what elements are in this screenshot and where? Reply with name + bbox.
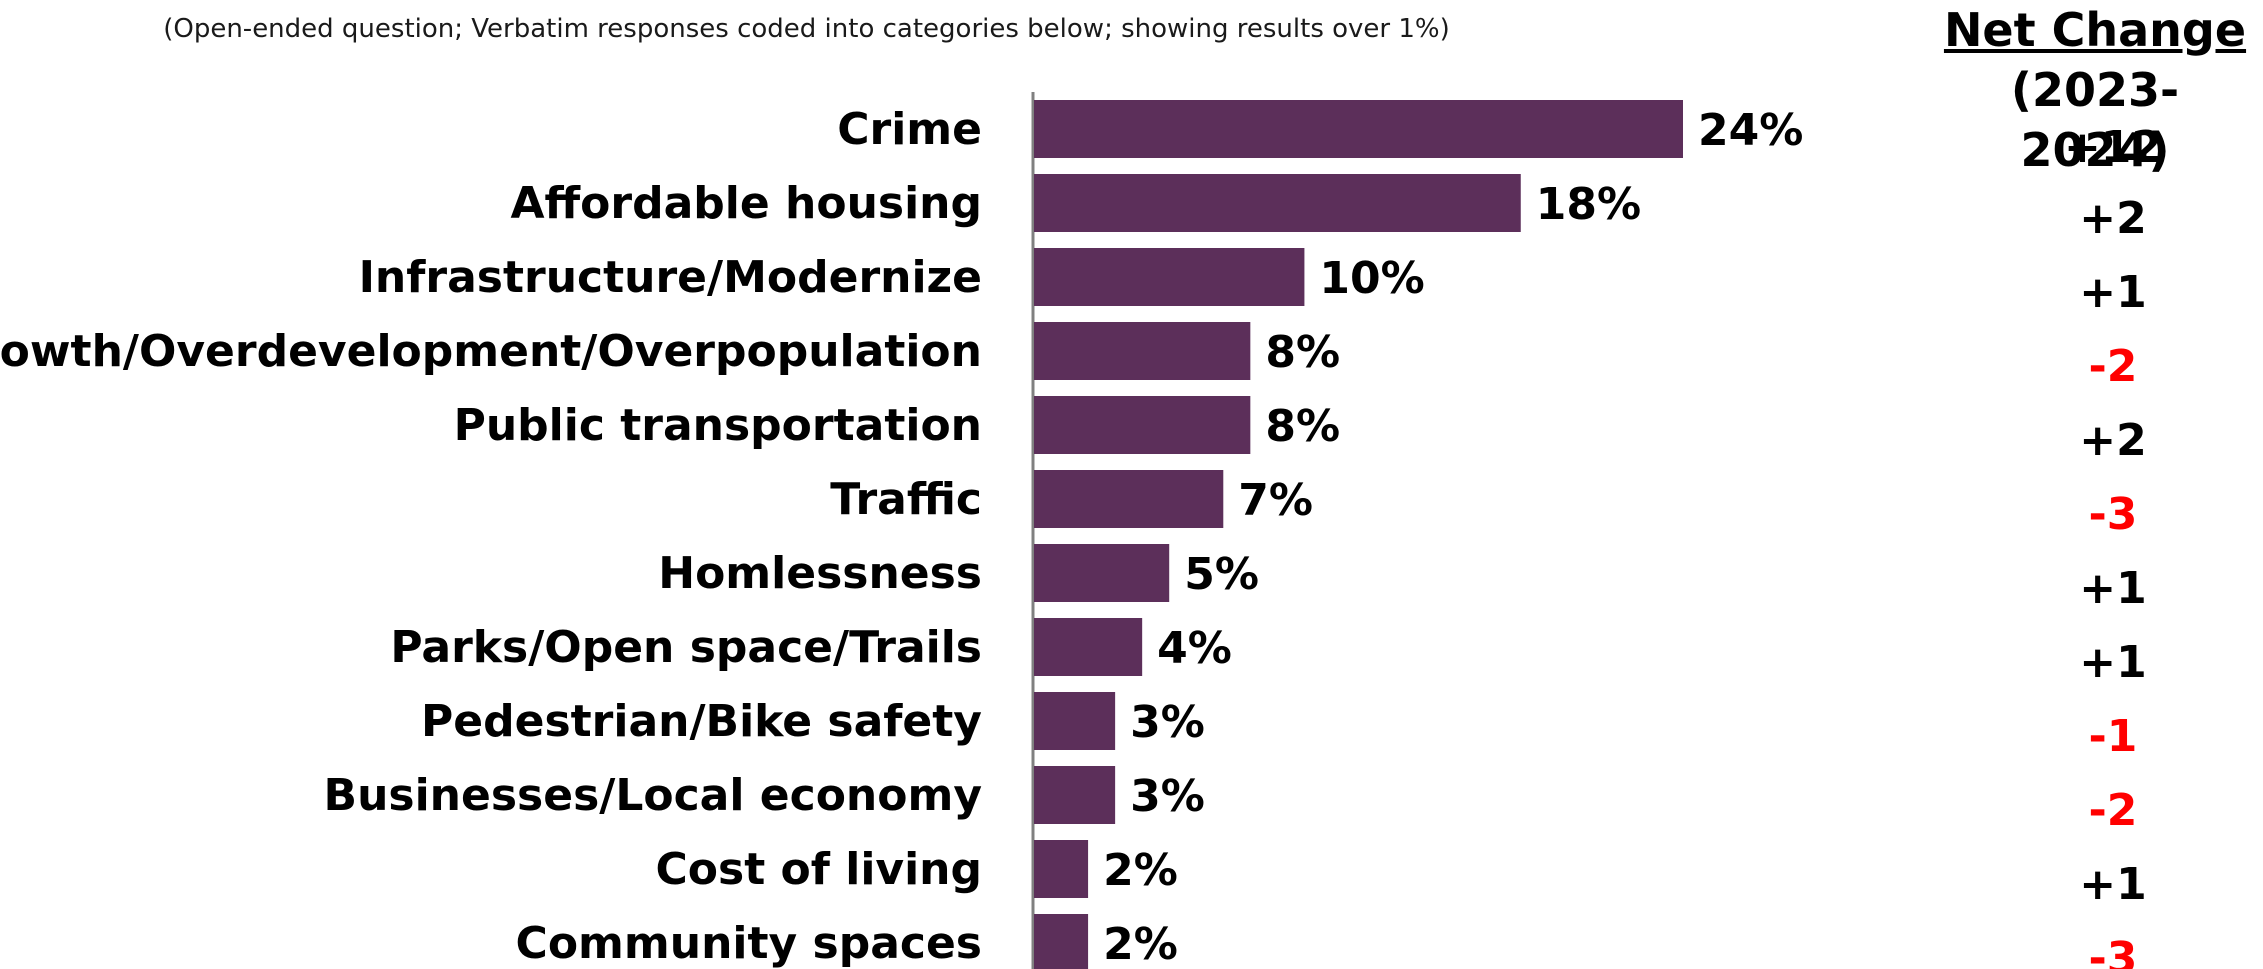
value-label: 8% (1265, 401, 1340, 452)
category-label: Businesses/Local economy (324, 770, 982, 821)
value-label: 5% (1184, 549, 1259, 600)
category-label: Homlessness (658, 548, 982, 599)
category-label: Cost of living (656, 844, 983, 895)
value-label: 8% (1265, 327, 1340, 378)
value-label: 3% (1130, 771, 1205, 822)
net-change-values: +12 +2 +1 -2 +2 -3 +1 +1 -1 -2 +1 -3 (2064, 122, 2162, 969)
net-change-value: +2 (2079, 193, 2146, 244)
category-label: Crime (837, 104, 982, 155)
chart-subtitle: (Open-ended question; Verbatim responses… (163, 14, 1450, 44)
bar (1034, 544, 1170, 602)
category-label: Affordable housing (510, 178, 982, 229)
net-change-title: Net Change (1943, 3, 2247, 57)
net-change-value: +2 (2079, 415, 2146, 466)
net-change-value: -3 (2089, 933, 2138, 969)
value-label: 3% (1130, 697, 1205, 748)
net-change-header: Net Change (2023-2024) (1940, 0, 2250, 180)
category-label: Growth/Overdevelopment/Overpopulation (0, 326, 982, 377)
value-label: 18% (1536, 179, 1641, 230)
net-change-value: +1 (2079, 267, 2146, 318)
category-labels: Crime Affordable housing Infrastructure/Mo… (0, 104, 982, 969)
bar (1034, 766, 1116, 824)
value-label: 10% (1319, 253, 1424, 304)
category-label: Infrastructure/Modernize (359, 252, 982, 303)
net-change-value: +1 (2079, 563, 2146, 614)
net-change-value: -1 (2089, 711, 2138, 762)
net-change-years: (2023-2024) (2010, 63, 2180, 177)
value-labels: 24% 18% 10% 8% 8% 7% 5% 4% 3% 3% 2% 2% (1103, 105, 1803, 969)
bar (1034, 840, 1089, 898)
net-change-value: +12 (2064, 122, 2162, 173)
bar (1034, 100, 1683, 158)
bars (1034, 100, 1683, 969)
net-change-value: -2 (2089, 341, 2138, 392)
net-change-value: +1 (2079, 637, 2146, 688)
value-label: 4% (1157, 623, 1232, 674)
bar (1034, 914, 1089, 969)
bar (1034, 618, 1143, 676)
bar (1034, 396, 1251, 454)
bar (1034, 248, 1305, 306)
bar (1034, 174, 1521, 232)
category-label: Traffic (830, 474, 982, 525)
value-label: 2% (1103, 845, 1178, 896)
net-change-value: -2 (2089, 785, 2138, 836)
category-label: Public transportation (454, 400, 982, 451)
bar (1034, 692, 1116, 750)
category-label: Community spaces (516, 918, 982, 969)
bar (1034, 322, 1251, 380)
value-label: 7% (1238, 475, 1313, 526)
net-change-value: -3 (2089, 489, 2138, 540)
net-change-value: +1 (2079, 859, 2146, 910)
category-label: Pedestrian/Bike safety (421, 696, 982, 747)
bar (1034, 470, 1224, 528)
value-label: 2% (1103, 919, 1178, 969)
category-label: Parks/Open space/Trails (390, 622, 982, 673)
value-label: 24% (1698, 105, 1803, 156)
